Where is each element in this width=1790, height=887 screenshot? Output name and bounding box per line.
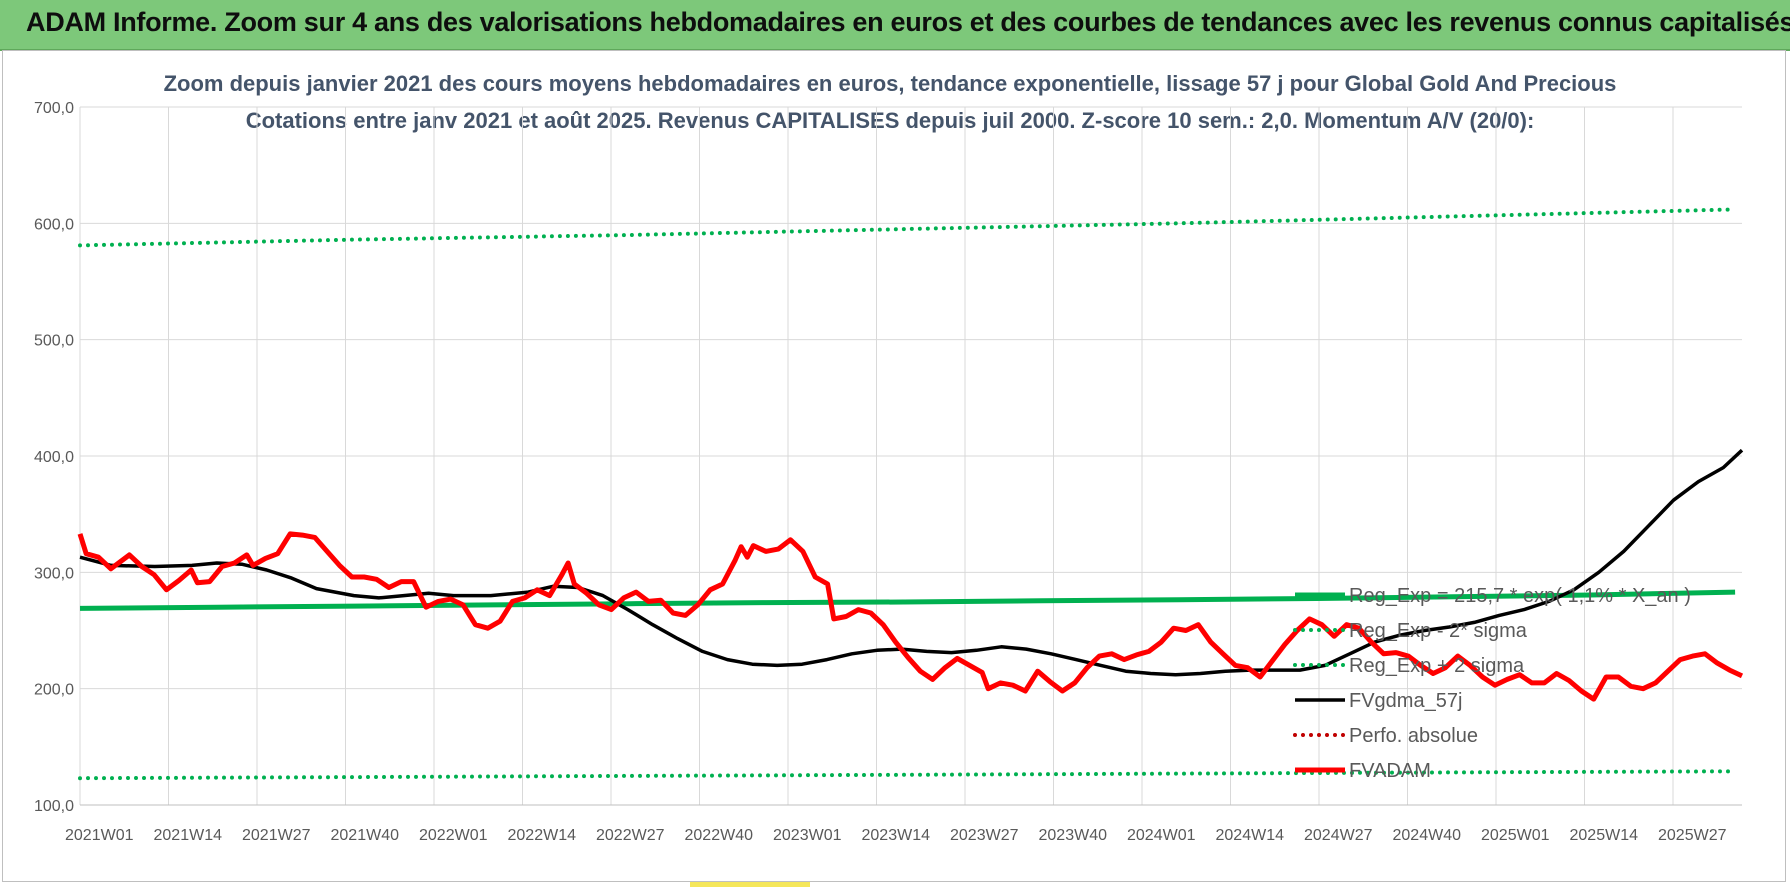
- y-tick-label: 500,0: [34, 333, 74, 350]
- series-line-0: [79, 589, 1736, 611]
- y-tick-label: 400,0: [34, 449, 74, 466]
- bottom-strip: [690, 882, 810, 887]
- x-tick-label: 2022W27: [596, 827, 665, 844]
- y-tick-label: 600,0: [34, 216, 74, 233]
- chart-title-line-2: Cotations entre janv 2021 et août 2025. …: [245, 108, 1535, 133]
- banner-title: ADAM Informe. Zoom sur 4 ans des valoris…: [26, 7, 1790, 37]
- top-banner: ADAM Informe. Zoom sur 4 ans des valoris…: [0, 0, 1790, 51]
- y-tick-label: 200,0: [34, 682, 74, 699]
- chart-title-line-1: Zoom depuis janvier 2021 des cours moyen…: [163, 71, 1617, 96]
- x-tick-label: 2023W27: [950, 827, 1019, 844]
- y-tick-label: 700,0: [34, 100, 74, 117]
- legend-label-1: Reg_Exp - 2* sigma: [1349, 620, 1528, 642]
- series-line-2: [78, 207, 1738, 248]
- legend-label-2: Reg_Exp + 2 sigma: [1349, 655, 1525, 677]
- y-tick-label: 100,0: [34, 798, 74, 815]
- series-line-3: [79, 448, 1744, 677]
- y-axis-ticks: 100,0 200,0 300,0 400,0 500,0 600,0 700,0: [34, 100, 74, 815]
- chart-legend: Reg_Exp = 215,7 * exp( 1,1% * X_an ) Reg_…: [1293, 585, 1691, 782]
- legend-label-5: FVADAM: [1349, 760, 1431, 782]
- chart-frame: [2, 50, 1786, 882]
- x-tick-label: 2025W01: [1481, 827, 1550, 844]
- x-tick-label: 2022W14: [508, 827, 577, 844]
- series-line-1: [78, 769, 1738, 781]
- x-tick-label: 2024W40: [1393, 827, 1462, 844]
- x-tick-label: 2021W14: [154, 827, 223, 844]
- x-tick-label: 2024W01: [1127, 827, 1196, 844]
- x-axis-ticks: 2021W01 2021W14 2021W27 2021W40 2022W01 2022W…: [65, 827, 1727, 844]
- x-tick-label: 2021W27: [242, 827, 311, 844]
- legend-label-4: Perfo. absolue: [1349, 725, 1478, 747]
- x-tick-label: 2023W14: [862, 827, 931, 844]
- x-tick-label: 2024W14: [1216, 827, 1285, 844]
- x-tick-label: 2021W01: [65, 827, 134, 844]
- chart-grid: [79, 106, 1742, 806]
- legend-label-0: Reg_Exp = 215,7 * exp( 1,1% * X_an ): [1349, 585, 1691, 607]
- x-tick-label: 2024W27: [1304, 827, 1373, 844]
- x-tick-label: 2023W40: [1039, 827, 1108, 844]
- chart-series: [77, 207, 1744, 781]
- series-line-5: [77, 531, 1744, 702]
- x-tick-label: 2021W40: [331, 827, 400, 844]
- legend-label-3: FVgdma_57j: [1349, 690, 1462, 712]
- y-tick-label: 300,0: [34, 565, 74, 582]
- x-tick-label: 2022W40: [685, 827, 754, 844]
- x-tick-label: 2022W01: [419, 827, 488, 844]
- x-tick-label: 2025W27: [1658, 827, 1727, 844]
- x-tick-label: 2025W14: [1570, 827, 1639, 844]
- x-tick-label: 2023W01: [773, 827, 842, 844]
